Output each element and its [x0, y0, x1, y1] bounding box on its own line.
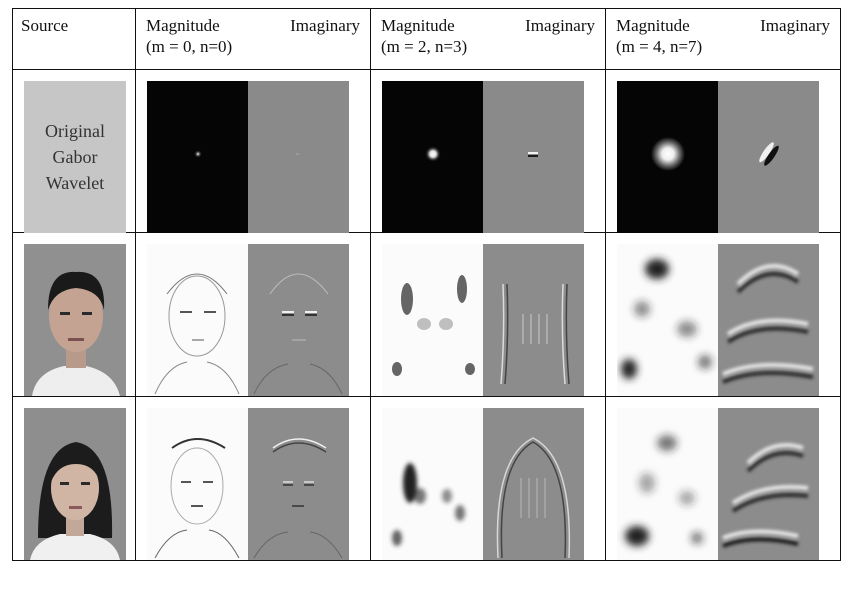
magnitude-label: Magnitude	[146, 16, 220, 35]
face-imaginary-image	[483, 408, 584, 560]
response-cell-3	[605, 396, 841, 561]
kernel-cell-3	[605, 69, 841, 233]
response-cell-1	[135, 396, 371, 561]
params-label: (m = 4, n=7)	[616, 37, 703, 56]
params-label: (m = 0, n=0)	[146, 37, 233, 56]
face-imaginary-image	[718, 244, 819, 396]
face-magnitude-image	[147, 408, 248, 560]
kernel-imaginary-image	[483, 81, 584, 233]
response-cell-2	[370, 396, 606, 561]
source-line: Original	[45, 121, 105, 141]
face-magnitude-image	[617, 244, 718, 396]
magnitude-label: Magnitude	[381, 16, 455, 35]
gabor-comparison-table: Source Magnitude Imaginary (m = 0, n=0) M…	[12, 8, 841, 561]
face-magnitude-image	[382, 244, 483, 396]
source-cell	[12, 232, 136, 397]
source-cell: Original Gabor Wavelet	[12, 69, 136, 233]
kernel-magnitude-image	[147, 81, 248, 233]
face-imaginary-image	[248, 408, 349, 560]
imaginary-label: Imaginary	[525, 16, 595, 35]
kernel-imaginary-image	[718, 81, 819, 233]
header-row: Source Magnitude Imaginary (m = 0, n=0) M…	[12, 8, 841, 70]
source-cell	[12, 396, 136, 561]
face-magnitude-image	[382, 408, 483, 560]
params-label: (m = 2, n=3)	[381, 37, 468, 56]
face-magnitude-image	[617, 408, 718, 560]
kernel-cell-1	[135, 69, 371, 233]
source-line: Wavelet	[45, 173, 105, 193]
male-face-photo	[24, 244, 126, 396]
header-col-3: Magnitude Imaginary (m = 4, n=7)	[605, 8, 841, 70]
kernel-magnitude-image	[382, 81, 483, 233]
source-line: Gabor	[52, 147, 98, 167]
face-imaginary-image	[248, 244, 349, 396]
face-row-2	[12, 396, 841, 561]
imaginary-label: Imaginary	[290, 16, 360, 35]
source-header: Source	[21, 16, 69, 35]
kernel-cell-2	[370, 69, 606, 233]
source-header-cell: Source	[12, 8, 136, 70]
header-col-2: Magnitude Imaginary (m = 2, n=3)	[370, 8, 606, 70]
imaginary-label: Imaginary	[760, 16, 830, 35]
face-imaginary-image	[483, 244, 584, 396]
female-face-photo	[24, 408, 126, 560]
response-cell-2	[370, 232, 606, 397]
original-gabor-label-box: Original Gabor Wavelet	[24, 81, 126, 233]
response-cell-1	[135, 232, 371, 397]
kernel-imaginary-image	[248, 81, 349, 233]
magnitude-label: Magnitude	[616, 16, 690, 35]
face-imaginary-image	[718, 408, 819, 560]
response-cell-3	[605, 232, 841, 397]
header-col-1: Magnitude Imaginary (m = 0, n=0)	[135, 8, 371, 70]
face-magnitude-image	[147, 244, 248, 396]
face-row-1	[12, 232, 841, 397]
kernel-magnitude-image	[617, 81, 718, 233]
kernel-row: Original Gabor Wavelet	[12, 69, 841, 233]
